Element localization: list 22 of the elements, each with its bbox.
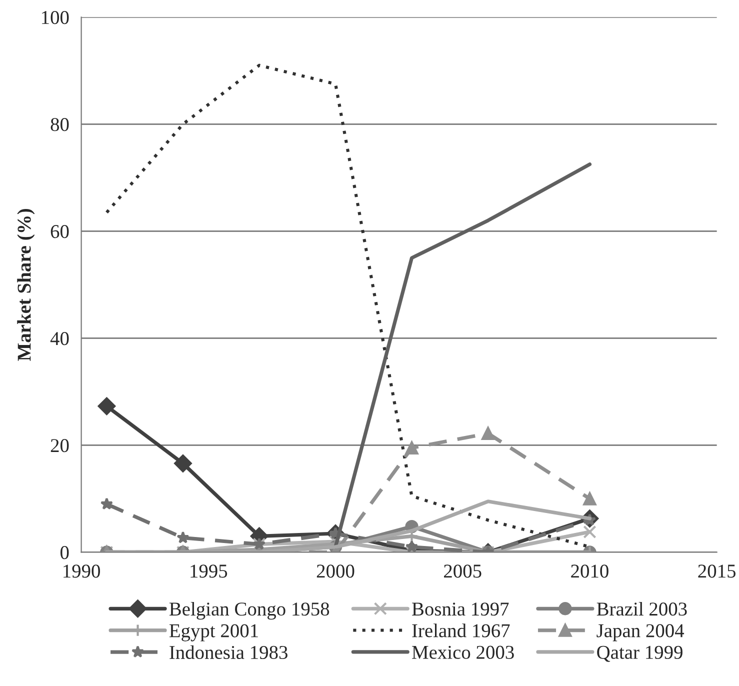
- y-tick-label: 40: [50, 332, 69, 346]
- y-tick-label: 60: [50, 225, 69, 238]
- x-tick-label: 2010: [571, 564, 608, 578]
- legend-label: Belgian Congo 1958: [169, 602, 330, 620]
- y-tick-label: 100: [42, 10, 69, 24]
- x-tick-label: 2000: [316, 564, 354, 578]
- legend-label: Indonesia 1983: [170, 645, 288, 660]
- legend-label: Qatar 1999: [597, 646, 682, 662]
- legend-label: Brazil 2003: [596, 602, 687, 616]
- y-axis-title: Market Share (%): [17, 209, 35, 361]
- x-tick-label: 1995: [190, 564, 228, 578]
- legend-label: Egypt 2001: [169, 624, 258, 642]
- x-tick-label: 2015: [698, 564, 736, 578]
- legend-label: Bosnia 1997: [412, 602, 509, 616]
- y-tick-label: 20: [50, 439, 69, 452]
- legend-label: Japan 2004: [596, 624, 684, 642]
- x-tick-label: 1990: [64, 564, 100, 578]
- y-tick-label: 80: [50, 118, 69, 132]
- y-tick-label: 0: [60, 546, 69, 560]
- legend-label: Mexico 2003: [412, 646, 514, 659]
- x-tick-label: 2005: [444, 564, 482, 578]
- legend-label: Ireland 1967: [412, 624, 510, 638]
